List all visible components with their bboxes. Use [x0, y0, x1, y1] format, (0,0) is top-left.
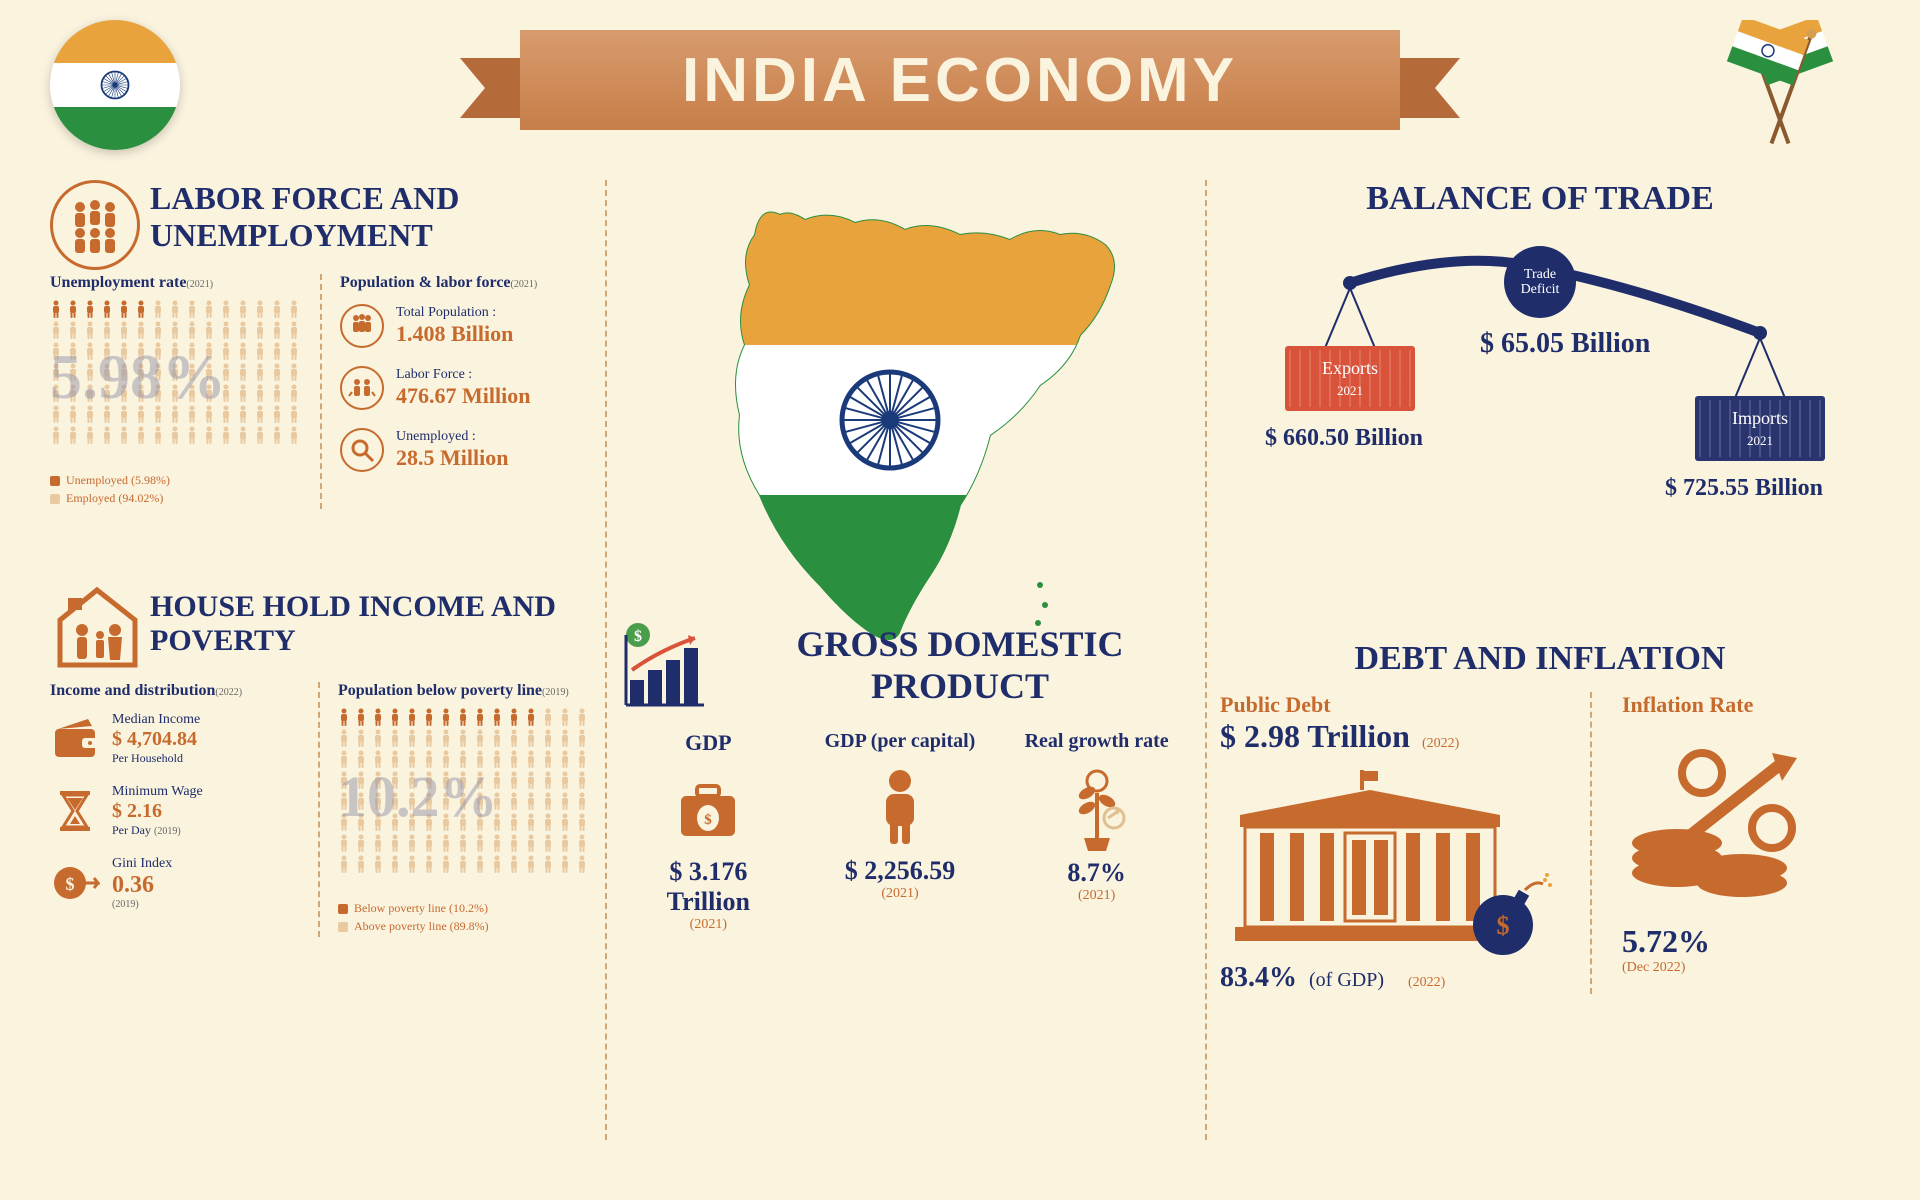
person-icon	[870, 767, 930, 847]
svg-text:$: $	[634, 628, 642, 645]
legend-employed: Employed (94.02%)	[50, 491, 310, 506]
public-debt-year: (2022)	[1422, 736, 1459, 751]
gini-label: Gini Index	[112, 856, 172, 872]
gdp-col2-value: $ 2,256.59	[805, 856, 995, 886]
house-family-icon	[50, 580, 145, 680]
median-income-value: $ 4,704.84	[112, 728, 200, 751]
income-dist-year: (2022)	[215, 687, 242, 698]
hourglass-icon	[50, 786, 100, 836]
gdp-col1-value: $ 3.176 Trillion	[628, 857, 788, 917]
svg-text:$: $	[1497, 911, 1510, 940]
crossed-flags-icon	[1690, 20, 1870, 150]
divider	[1205, 180, 1207, 1140]
unemployed-icon	[340, 428, 384, 472]
exports-label: Exports	[1293, 358, 1407, 379]
public-debt-value: $ 2.98 Trillion	[1220, 718, 1410, 754]
bomb-icon: $	[1465, 870, 1555, 960]
income-dist-label: Income and distribution	[50, 682, 215, 699]
public-debt-pct-year: (2022)	[1408, 975, 1445, 990]
briefcase-icon: $	[673, 774, 743, 844]
page-title: INDIA ECONOMY	[682, 45, 1238, 116]
pop-labor-label: Population & labor force	[340, 274, 511, 291]
labor-force-label: Labor Force :	[396, 367, 530, 383]
gdp-col3-label: Real growth rate	[1012, 730, 1182, 753]
debt-section: DEBT AND INFLATION Public Debt $ 2.98 Tr…	[1220, 640, 1860, 994]
imports-container: Imports 2021	[1695, 396, 1825, 461]
inflation-label: Inflation Rate	[1622, 692, 1860, 718]
gdp-col3-year: (2021)	[1012, 888, 1182, 904]
exports-value: $ 660.50 Billion	[1265, 425, 1423, 452]
plant-growth-icon	[1062, 763, 1132, 853]
trade-heading: BALANCE OF TRADE	[1220, 180, 1860, 218]
legend-above-poverty: Above poverty line (89.8%)	[338, 919, 590, 934]
imports-value: $ 725.55 Billion	[1665, 475, 1825, 502]
public-debt-of: (of GDP)	[1309, 969, 1384, 991]
gdp-col1-label: GDP	[628, 730, 788, 756]
wallet-icon	[50, 714, 100, 764]
exports-container: Exports 2021	[1285, 346, 1415, 411]
public-debt-label: Public Debt	[1220, 692, 1575, 718]
gini-year: (2019)	[112, 899, 172, 910]
divider	[605, 180, 607, 1140]
coins-percent-icon	[1622, 733, 1822, 903]
median-income-label: Median Income	[112, 712, 200, 728]
svg-text:$: $	[66, 874, 75, 894]
title-banner: INDIA ECONOMY	[460, 30, 1460, 140]
minwage-unit: Per Day	[112, 823, 151, 837]
gdp-col3-value: 8.7%	[1012, 858, 1182, 888]
unemployed-label: Unemployed :	[396, 429, 508, 445]
unemployed-value: 28.5 Million	[396, 445, 508, 471]
gdp-col2-year: (2021)	[805, 886, 995, 902]
gini-value: 0.36	[112, 872, 172, 899]
labor-force-icon	[340, 366, 384, 410]
trade-deficit-value: $ 65.05 Billion	[1480, 328, 1650, 360]
minwage-year: (2019)	[154, 826, 181, 837]
household-heading: HOUSE HOLD INCOME AND POVERTY	[150, 590, 590, 658]
unemp-rate-year: (2021)	[186, 279, 213, 290]
trade-deficit-badge: TradeDeficit	[1504, 246, 1576, 318]
population-icon	[340, 304, 384, 348]
minwage-label: Minimum Wage	[112, 784, 203, 800]
inflation-value: 5.72%	[1622, 923, 1860, 960]
gdp-section: $ GROSS DOMESTIC PRODUCT GDP $ $ 3.176 T…	[620, 620, 1190, 933]
legend-below-poverty: Below poverty line (10.2%)	[338, 901, 590, 916]
labor-force-section: LABOR FORCE AND UNEMPLOYMENT Unemploymen…	[50, 180, 590, 509]
gdp-heading: GROSS DOMESTIC PRODUCT	[730, 623, 1190, 707]
pop-labor-year: (2021)	[511, 279, 538, 290]
trade-section: BALANCE OF TRADE TradeDeficit $ 65.05 Bi…	[1220, 180, 1860, 568]
unemp-pct: 5.98%	[50, 340, 226, 414]
india-flag-circle-icon	[50, 20, 180, 150]
people-group-icon	[50, 180, 140, 270]
imports-year: 2021	[1703, 433, 1817, 449]
labor-heading: LABOR FORCE AND UNEMPLOYMENT	[150, 180, 590, 254]
household-section: HOUSE HOLD INCOME AND POVERTY Income and…	[50, 590, 590, 937]
total-pop-value: 1.408 Billion	[396, 321, 513, 347]
svg-text:$: $	[705, 812, 713, 828]
public-debt-pct: 83.4%	[1220, 962, 1297, 993]
debt-heading: DEBT AND INFLATION	[1220, 640, 1860, 678]
poverty-year: (2019)	[542, 687, 569, 698]
inflation-year: (Dec 2022)	[1622, 960, 1860, 976]
gdp-col1-year: (2021)	[628, 917, 788, 933]
median-income-unit: Per Household	[112, 751, 200, 766]
total-pop-label: Total Population :	[396, 305, 513, 321]
india-map-icon	[640, 165, 1160, 655]
exports-year: 2021	[1293, 383, 1407, 399]
poverty-label: Population below poverty line	[338, 682, 542, 699]
imports-label: Imports	[1703, 408, 1817, 429]
minwage-value: $ 2.16	[112, 800, 203, 823]
bar-chart-icon: $	[620, 620, 710, 710]
coin-arrow-icon: $	[50, 858, 100, 908]
gdp-col2-label: GDP (per capital)	[805, 730, 995, 753]
unemp-rate-label: Unemployment rate	[50, 274, 186, 291]
labor-force-value: 476.67 Million	[396, 383, 530, 409]
poverty-pct: 10.2%	[338, 763, 498, 830]
legend-unemployed: Unemployed (5.98%)	[50, 473, 310, 488]
